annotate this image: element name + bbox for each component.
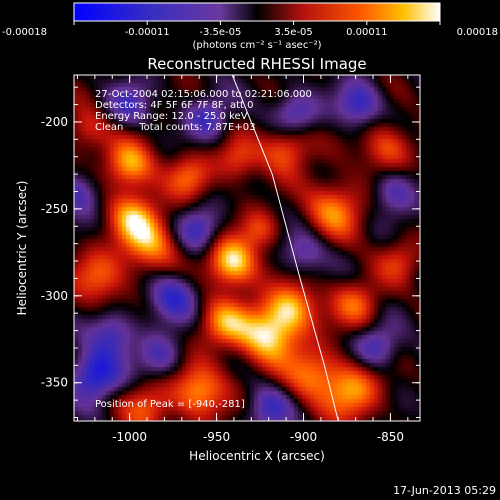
colorbar: -0.00018 -0.00011 -3.5e-05 3.5e-05 0.00011 0.… [2, 2, 498, 51]
y-tick-label: -300 [41, 289, 68, 303]
image-panel: -1000 -950 -900 -850 -200 -250 -300 -350 [41, 74, 421, 444]
annotation-energy-range: Energy Range: 12.0 - 25.0 keV [95, 111, 248, 122]
x-tick-label: -900 [290, 430, 317, 444]
x-tick-label: -950 [203, 430, 230, 444]
footer-timestamp: 17-Jun-2013 05:29 [393, 484, 496, 497]
colorbar-tick-label: 3.5e-05 [274, 27, 312, 38]
y-tick-label: -200 [41, 115, 68, 129]
image-annotations: 27-Oct-2004 02:15:06.000 to 02:21:06.000… [95, 89, 312, 410]
colorbar-gradient [73, 2, 441, 22]
solar-limb-line [231, 75, 339, 421]
annotation-peak-position: Position of Peak = [-940,-281] [95, 399, 245, 410]
annotation-clean-counts: Clean Total counts: 7.87E+03 [95, 122, 255, 133]
x-tick-label: -1000 [112, 430, 147, 444]
colorbar-tick-label: -0.00018 [2, 27, 47, 38]
annotation-detectors: Detectors: 4F 5F 6F 7F 8F, att 0 [95, 100, 254, 111]
plot-title: Reconstructed RHESSI Image [147, 55, 366, 73]
colorbar-units-label: (photons cm⁻² s⁻¹ asec⁻²) [192, 40, 321, 51]
y-tick-label: -350 [41, 376, 68, 390]
annotation-time-range: 27-Oct-2004 02:15:06.000 to 02:21:06.000 [95, 89, 312, 100]
plot-frame [73, 74, 421, 422]
colorbar-tick-label: 0.00018 [457, 27, 498, 38]
colorbar-ticks: -0.00018 -0.00011 -3.5e-05 3.5e-05 0.00011 0.… [2, 21, 498, 38]
colorbar-tick-label: 0.00011 [346, 27, 387, 38]
colorbar-tick-label: -3.5e-05 [199, 27, 241, 38]
colorbar-tick-label: -0.00011 [125, 27, 170, 38]
y-tick-label: -250 [41, 202, 68, 216]
x-tick-label: -850 [377, 430, 404, 444]
x-axis-label: Heliocentric X (arcsec) [189, 449, 325, 463]
y-axis-label: Heliocentric Y (arcsec) [15, 181, 29, 316]
axis-ticks: -1000 -950 -900 -850 -200 -250 -300 -350 [41, 75, 420, 444]
